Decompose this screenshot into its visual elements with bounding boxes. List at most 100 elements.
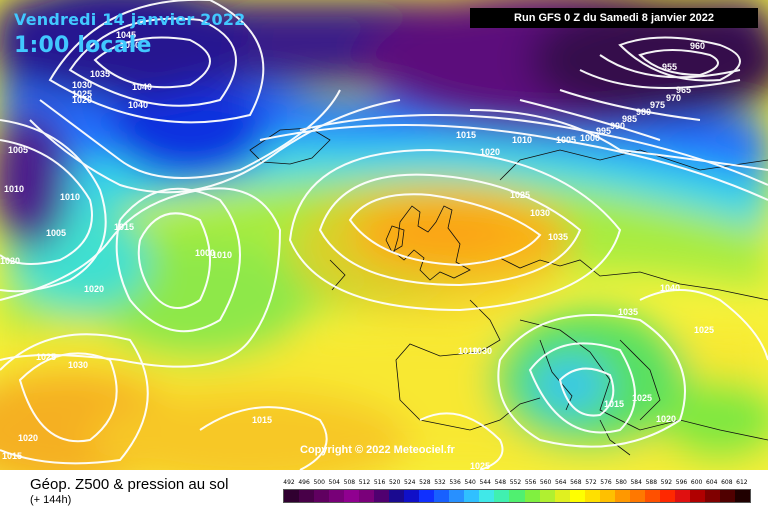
- legend-level-label: 596: [675, 479, 688, 486]
- legend-swatch: [569, 490, 585, 502]
- legend-swatch: [299, 490, 315, 502]
- isobar-label: 1005: [46, 228, 66, 238]
- legend-swatch: [554, 490, 570, 502]
- isobar-label: 1030: [530, 208, 550, 218]
- isobar-label: 1015: [114, 222, 134, 232]
- isobar-label: 1030: [472, 346, 492, 356]
- isobar-labels: 1045 1050 1035 1030 1025 1020 1040 1040 …: [0, 30, 714, 470]
- isobar-label: 1015: [2, 451, 22, 461]
- legend-level-label: 536: [449, 479, 461, 486]
- isobar-label: 1020: [84, 284, 104, 294]
- copyright-notice: Copyright © 2022 Meteociel.fr: [300, 444, 455, 456]
- legend-swatch: [344, 490, 360, 502]
- legend-swatch: [449, 490, 465, 502]
- legend-swatch: [389, 490, 405, 502]
- isobar-label: 1025: [694, 325, 714, 335]
- legend-swatch: [584, 490, 600, 502]
- isobar-label: 1020: [72, 95, 92, 105]
- legend-level-label: 604: [705, 479, 718, 486]
- isobar-label: 1020: [656, 414, 676, 424]
- legend-level-label: 528: [419, 479, 431, 486]
- color-legend: [283, 489, 751, 503]
- legend-level-label: 532: [434, 479, 446, 486]
- isobar-label: 1010: [212, 250, 232, 260]
- isobar-label: 1015: [456, 130, 476, 140]
- isobar-label: 955: [662, 62, 677, 72]
- isobar-label: 1035: [548, 232, 568, 242]
- forecast-date: Vendredi 14 janvier 2022: [14, 10, 246, 29]
- legend-level-label: 600: [690, 479, 703, 486]
- legend-level-label: 524: [404, 479, 416, 486]
- legend-level-label: 512: [358, 479, 371, 486]
- isobar-label: 1025: [632, 393, 652, 403]
- legend-level-label: 544: [479, 479, 491, 486]
- legend-level-label: 584: [630, 479, 642, 486]
- legend-swatch: [374, 490, 390, 502]
- legend-swatch: [704, 490, 720, 502]
- isobar-label: 1010: [4, 184, 24, 194]
- pressure-map: 1045 1050 1035 1030 1025 1020 1040 1040 …: [0, 0, 768, 470]
- legend-level-label: 520: [388, 479, 401, 486]
- isobar-label: 1020: [18, 433, 38, 443]
- legend-swatch: [659, 490, 675, 502]
- isobar-label: 1015: [604, 399, 624, 409]
- legend-level-label: 564: [555, 479, 567, 486]
- isobar-label: 1010: [60, 192, 80, 202]
- isobar-label: 1020: [480, 147, 500, 157]
- isobar-label: 985: [622, 114, 637, 124]
- isobar-label: 990: [610, 121, 625, 131]
- legend-swatch: [614, 490, 630, 502]
- isobar-label: 970: [666, 93, 681, 103]
- legend-swatch: [734, 490, 750, 502]
- isobar-label: 1025: [36, 352, 56, 362]
- legend-swatch: [509, 490, 525, 502]
- legend-level-label: 492: [283, 479, 295, 486]
- legend-level-label: 592: [660, 479, 673, 486]
- legend-swatch: [314, 490, 330, 502]
- legend-level-label: 548: [494, 479, 507, 486]
- isobar-label: 1030: [68, 360, 88, 370]
- isobar-label: 1035: [90, 69, 110, 79]
- legend-swatch: [719, 490, 735, 502]
- legend-level-label: 556: [524, 479, 537, 486]
- isobar-label: 1045: [116, 30, 136, 40]
- isobar-label: 1025: [470, 461, 490, 470]
- legend-swatch: [644, 490, 660, 502]
- legend-level-label: 504: [328, 479, 340, 486]
- legend-swatch: [479, 490, 495, 502]
- model-run-label: Run GFS 0 Z du Samedi 8 janvier 2022: [470, 8, 758, 28]
- coastlines: [249, 127, 768, 456]
- legend-swatch: [419, 490, 435, 502]
- isobar-label: 1010: [512, 135, 532, 145]
- legend-swatch: [689, 490, 705, 502]
- isobar-label: 1035: [618, 307, 638, 317]
- map-title: Géop. Z500 & pression au sol: [30, 476, 229, 493]
- legend-swatch: [674, 490, 690, 502]
- legend-level-label: 612: [736, 479, 748, 486]
- legend-level-label: 572: [585, 479, 597, 486]
- isobar-label: 975: [650, 100, 665, 110]
- legend-swatch: [599, 490, 615, 502]
- legend-swatch: [629, 490, 645, 502]
- isobar-label: 1015: [252, 415, 272, 425]
- legend-level-label: 580: [615, 479, 627, 486]
- isobar-lines: [0, 0, 768, 470]
- legend-scale-labels: 492 496 500 504 508 512 516 520 524 528 532 536 540 5…: [283, 479, 751, 489]
- forecast-lead-time: (+ 144h): [30, 494, 72, 506]
- forecast-local-time: 1:00 locale: [14, 33, 152, 58]
- legend-swatch: [524, 490, 540, 502]
- legend-level-label: 560: [539, 479, 552, 486]
- legend-swatch: [359, 490, 375, 502]
- legend-level-label: 608: [721, 479, 733, 486]
- legend-swatch: [494, 490, 510, 502]
- legend-level-label: 568: [570, 479, 582, 486]
- isobar-label: 1020: [0, 256, 20, 266]
- isobar-label: 1040: [128, 100, 148, 110]
- legend-level-label: 516: [373, 479, 386, 486]
- isobar-label: 1005: [556, 135, 576, 145]
- isobar-label: 995: [596, 126, 611, 136]
- legend-swatch: [464, 490, 480, 502]
- isobar-label: 965: [676, 85, 691, 95]
- isobar-label: 960: [690, 41, 705, 51]
- isobar-label: 1005: [8, 145, 28, 155]
